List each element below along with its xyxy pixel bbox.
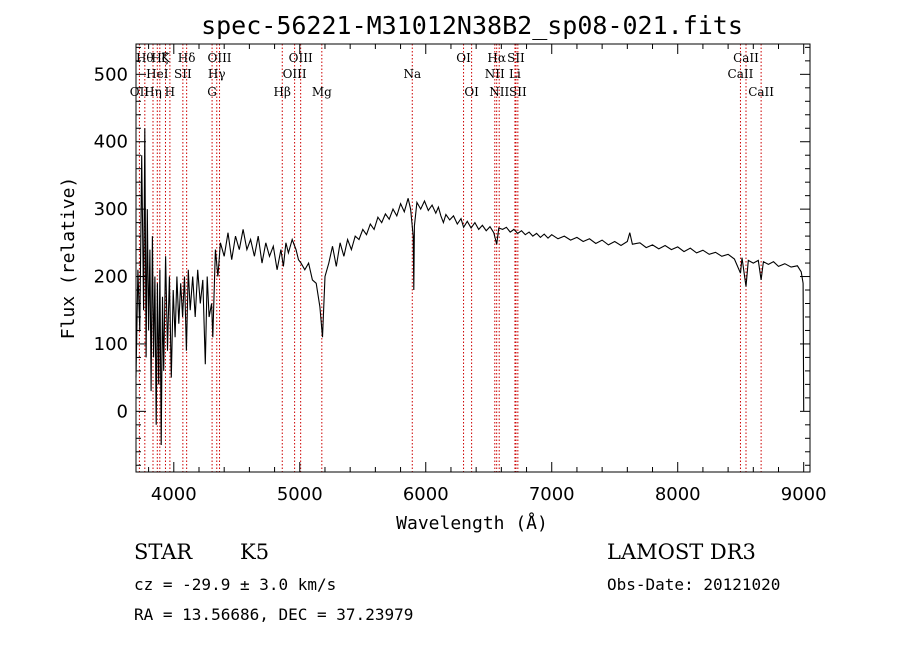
- radial-velocity: cz = -29.9 ± 3.0 km/s: [134, 575, 336, 594]
- spectral-line-labels: OII Hθ Hη HeI HζK H SII Hδ G Hγ OIII Hβ OIII OIII Mg Na…: [130, 51, 775, 99]
- x-axis-label: Wavelength (Å): [396, 512, 548, 534]
- spectral-subclass: K5: [240, 540, 269, 564]
- line-label-6: H: [165, 85, 175, 99]
- spectral-line-markers: [138, 44, 762, 472]
- y-tick-label-200: 200: [94, 267, 128, 288]
- y-tick-label-400: 400: [94, 132, 128, 153]
- x-tick-label-8000: 8000: [655, 484, 701, 505]
- line-label-27: CaII: [748, 85, 774, 99]
- line-label-7: SII: [174, 67, 192, 81]
- chart-title: spec-56221-M31012N38B2_sp08-021.fits: [201, 11, 743, 40]
- y-axis-ticks: 0 100 200 300 400 500: [94, 46, 810, 466]
- line-label-8: Hδ: [178, 51, 196, 65]
- spectrum-line: [135, 128, 805, 446]
- line-label-16: Na: [403, 67, 421, 81]
- line-label-4: Hζ: [151, 51, 168, 65]
- y-axis-label: Flux (relative): [58, 177, 79, 340]
- line-label-25: CaII: [728, 67, 754, 81]
- line-label-12: Hβ: [274, 85, 291, 99]
- x-tick-label-5000: 5000: [277, 484, 323, 505]
- line-label-21: NII: [489, 85, 509, 99]
- line-label-9: G: [207, 85, 217, 99]
- line-label-5: K: [161, 51, 171, 65]
- y-tick-label-100: 100: [94, 334, 128, 355]
- y-tick-label-500: 500: [94, 64, 128, 85]
- observation-date: Obs-Date: 20121020: [607, 575, 780, 594]
- line-label-10: Hγ: [208, 67, 226, 81]
- line-label-23: SII: [507, 51, 525, 65]
- line-label-20: Hα: [487, 51, 506, 65]
- line-label-3: HeI: [146, 67, 169, 81]
- x-tick-label-9000: 9000: [781, 484, 827, 505]
- plot-frame: [135, 43, 811, 473]
- y-tick-label-0: 0: [117, 401, 128, 422]
- line-label-24: SII: [509, 85, 527, 99]
- line-label-15: Mg: [312, 85, 332, 99]
- y-tick-label-300: 300: [94, 199, 128, 220]
- line-label-1: Hθ: [136, 51, 154, 65]
- x-tick-label-6000: 6000: [403, 484, 449, 505]
- line-label-14: OIII: [289, 51, 313, 65]
- line-label-0: OII: [130, 85, 150, 99]
- line-label-18: OI: [464, 85, 479, 99]
- line-label-13: OIII: [283, 67, 307, 81]
- line-label-11: OIII: [207, 51, 231, 65]
- line-label-17: OI: [456, 51, 471, 65]
- x-tick-label-7000: 7000: [529, 484, 575, 505]
- coordinates: RA = 13.56686, DEC = 37.23979: [134, 605, 413, 624]
- line-label-26: CaII: [733, 51, 759, 65]
- x-axis-ticks: 4000 5000 6000 7000 8000 9000: [148, 44, 827, 505]
- line-label-22: Li: [509, 67, 521, 81]
- x-tick-label-4000: 4000: [151, 484, 197, 505]
- survey-name: LAMOST DR3: [607, 540, 756, 564]
- line-label-19: NII: [485, 67, 505, 81]
- object-class: STAR: [134, 540, 193, 564]
- line-label-2: Hη: [144, 85, 162, 99]
